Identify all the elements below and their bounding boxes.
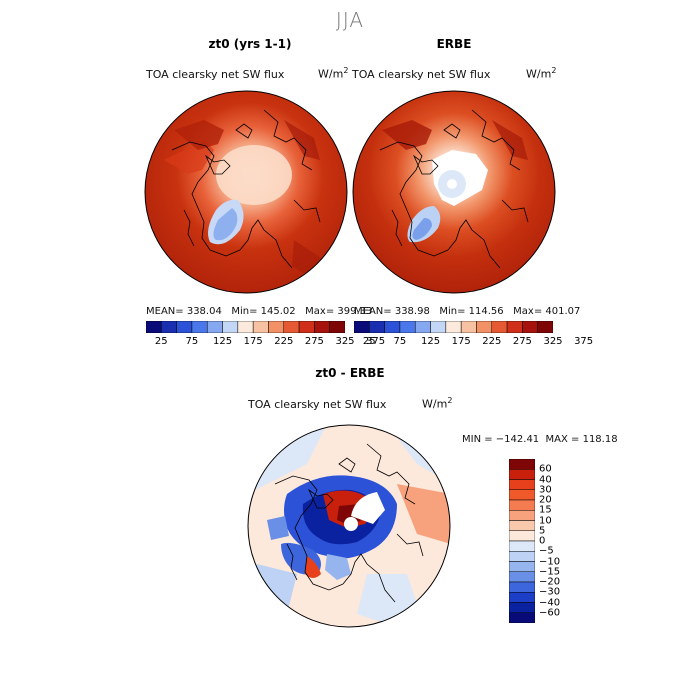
- colorbar-swatch: [384, 321, 401, 333]
- colorbar-tick-label: 325: [335, 336, 355, 347]
- colorbar-swatch: [329, 321, 345, 333]
- colorbar-labels-model: 25 75 125 175 225 275 325 375: [146, 336, 385, 350]
- colorbar-swatch: [222, 321, 239, 333]
- colorbar-tick-label: 375: [574, 336, 594, 347]
- colorbar-tick-label: 225: [482, 336, 502, 347]
- colorbar-swatch: [176, 321, 193, 333]
- colorbar-swatch: [268, 321, 285, 333]
- colorbar-tick-label: 225: [274, 336, 294, 347]
- colorbar-tick-label: 0: [539, 535, 546, 547]
- colorbar-swatch: [399, 321, 416, 333]
- panel-subtitle-model: TOA clearsky net SW flux: [146, 68, 285, 81]
- colorbar-swatch: [509, 561, 535, 572]
- colorbar-swatch: [430, 321, 447, 333]
- colorbar-swatch: [283, 321, 300, 333]
- colorbar-swatch: [476, 321, 493, 333]
- panel-title-model: zt0 (yrs 1-1): [208, 37, 292, 51]
- colorbar-tick-label: 125: [212, 336, 233, 347]
- colorbar-tick-label: −15: [539, 566, 561, 578]
- colorbar-tick-label: 30: [539, 484, 552, 496]
- polar-map-model: [144, 90, 348, 294]
- colorbar-tick-label: 25: [362, 336, 376, 347]
- panel-title-diff: zt0 - ERBE: [315, 366, 385, 380]
- colorbar-swatch: [237, 321, 254, 333]
- colorbar-swatch: [537, 321, 553, 333]
- colorbar-tick-label: 75: [185, 336, 199, 347]
- colorbar-swatch: [509, 551, 535, 562]
- colorbar-swatch: [509, 602, 535, 613]
- colorbar-swatch: [354, 321, 370, 333]
- panel-subtitle-obs: TOA clearsky net SW flux: [352, 68, 491, 81]
- colorbar-swatch: [509, 592, 535, 603]
- colorbar-swatch: [509, 469, 535, 480]
- colorbar-swatch: [509, 520, 535, 531]
- colorbar-swatch: [509, 489, 535, 501]
- colorbar-tick-label: 375: [366, 336, 386, 347]
- colorbar-swatch: [146, 321, 162, 333]
- colorbar-swatch: [314, 321, 330, 333]
- colorbar-obs: [354, 321, 553, 333]
- colorbar-model: [146, 321, 345, 333]
- colorbar-tick-label: −40: [539, 597, 561, 608]
- colorbar-tick-label: 325: [543, 336, 563, 347]
- colorbar-swatch: [414, 321, 431, 333]
- colorbar-tick-label: 20: [539, 494, 552, 506]
- colorbar-tick-label: 275: [304, 336, 324, 347]
- colorbar-swatch: [509, 510, 535, 521]
- colorbar-labels-obs: 25 75 125 175 225 275 325 375: [354, 336, 593, 350]
- colorbar-tick-label: 40: [539, 474, 552, 485]
- colorbar-tick-label: 275: [512, 336, 532, 347]
- colorbar-swatch: [161, 321, 177, 333]
- colorbar-tick-label: 5: [539, 525, 546, 537]
- colorbar-swatch: [252, 321, 269, 333]
- colorbar-swatch: [509, 499, 535, 511]
- colorbar-tick-label: 175: [451, 336, 471, 347]
- panel-subtitle-diff: TOA clearsky net SW flux: [248, 398, 387, 411]
- colorbar-swatch: [298, 321, 315, 333]
- colorbar-swatch: [522, 321, 538, 333]
- colorbar-swatch: [206, 321, 223, 333]
- figure-title: JJA: [335, 8, 365, 32]
- colorbar-tick-label: −30: [539, 586, 561, 598]
- colorbar-tick-label: 15: [539, 504, 552, 516]
- colorbar-swatch: [445, 321, 462, 333]
- colorbar-tick-label: 125: [420, 336, 441, 347]
- panel-stats-obs: MEAN= 338.98 Min= 114.56 Max= 401.07: [354, 306, 581, 317]
- colorbar-swatch: [460, 321, 477, 333]
- polar-map-obs: [352, 90, 556, 294]
- colorbar-tick-label: 10: [539, 515, 552, 526]
- colorbar-tick-label: 25: [154, 336, 168, 347]
- colorbar-tick-label: 60: [539, 463, 552, 475]
- colorbar-swatch: [509, 571, 535, 583]
- colorbar-swatch: [369, 321, 385, 333]
- colorbar-swatch: [509, 581, 535, 593]
- panel-units-model: W/m2: [318, 66, 349, 81]
- colorbar-tick-label: −20: [539, 576, 561, 588]
- colorbar-swatch: [509, 540, 535, 552]
- colorbar-swatch: [509, 530, 535, 542]
- colorbar-tick-label: −5: [539, 545, 554, 557]
- colorbar-tick-label: −60: [539, 607, 561, 619]
- panel-units-obs: W/m2: [526, 66, 557, 81]
- colorbar-swatch: [191, 321, 208, 333]
- colorbar-swatch: [509, 459, 535, 470]
- colorbar-tick-label: 75: [393, 336, 407, 347]
- colorbar-swatch: [509, 479, 535, 490]
- colorbar-swatch: [506, 321, 523, 333]
- panel-title-obs: ERBE: [436, 37, 472, 51]
- colorbar-swatch: [491, 321, 508, 333]
- panel-stats-diff: MIN = −142.41 MAX = 118.18: [462, 434, 618, 445]
- colorbar-swatch: [509, 612, 535, 623]
- panel-stats-model: MEAN= 338.04 Min= 145.02 Max= 399.33: [146, 306, 373, 317]
- polar-map-diff: [247, 424, 451, 628]
- colorbar-tick-label: −10: [539, 556, 561, 567]
- colorbar-tick-label: 175: [243, 336, 263, 347]
- colorbar-diff: [509, 459, 535, 623]
- panel-units-diff: W/m2: [422, 396, 453, 411]
- colorbar-labels-diff: 60 40 30 20 15 10 5 0 −5 −10 −15 −20 −30 −40 −60: [539, 459, 579, 623]
